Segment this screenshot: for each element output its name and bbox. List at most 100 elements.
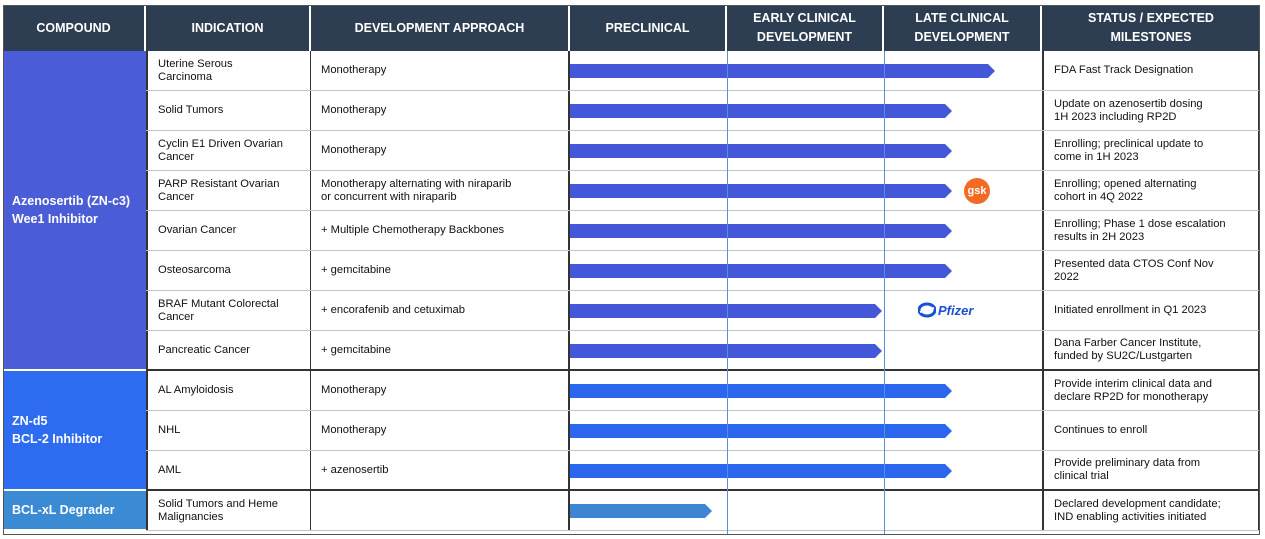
progress-bar: [570, 104, 954, 118]
progress-arrow: [570, 424, 952, 438]
status-cell-line2: cohort in 4Q 2022: [1054, 190, 1143, 203]
approach-cell-line1: + Multiple Chemotherapy Backbones: [321, 224, 505, 236]
header-early-line1: EARLY CLINICAL: [753, 11, 856, 25]
compound-name-line1: ZN-d5: [12, 414, 48, 428]
status-cell-line2: IND enabling activities initiated: [1054, 510, 1207, 523]
header-status-line2: MILESTONES: [1110, 30, 1192, 44]
progress-bar: [570, 64, 997, 78]
compound-name-line2: BCL-2 Inhibitor: [12, 432, 103, 446]
pfizer-wordmark: Pfizer: [938, 302, 974, 318]
indication-cell: Osteosarcoma: [146, 251, 311, 290]
header-approach: DEVELOPMENT APPROACH: [311, 5, 570, 51]
indication-cell: Solid Tumors and Heme Malignancies: [146, 491, 311, 530]
approach-cell: + gemcitabine: [311, 331, 570, 369]
progress-arrow: [570, 264, 952, 278]
header-late-line1: LATE CLINICAL: [915, 11, 1009, 25]
compound-name-line2: Wee1 Inhibitor: [12, 212, 98, 226]
approach-cell: Monotherapy: [311, 51, 570, 90]
approach-cell-line1: Monotherapy alternating with niraparib: [321, 177, 512, 190]
status-cell-line1: Enrolling; preclinical update to: [1054, 137, 1204, 150]
indication-cell: Cyclin E1 Driven Ovarian Cancer: [146, 131, 311, 170]
approach-cell: + encorafenib and cetuximab: [311, 291, 570, 330]
status-cell-line1: Presented data CTOS Conf Nov: [1054, 257, 1214, 270]
indication-cell-line1: PARP Resistant Ovarian: [158, 177, 280, 190]
status-cell: Declared development candidate; IND enabl…: [1042, 491, 1260, 530]
compound-name: Azenosertib (ZN-c3) Wee1 Inhibitor: [12, 192, 130, 228]
table-row: AL Amyloidosis Monotherapy Provide interim…: [146, 371, 1260, 411]
progress-arrow: [570, 344, 882, 358]
progress-bar: [570, 144, 954, 158]
approach-cell: [311, 491, 570, 530]
indication-cell-line1: BRAF Mutant Colorectal: [158, 297, 279, 310]
indication-cell-line1: AML: [158, 463, 182, 476]
phase-divider-early: [727, 51, 728, 535]
progress-bar: [570, 384, 954, 398]
indication-cell-line1: NHL: [158, 424, 181, 436]
header-preclinical: PRECLINICAL: [570, 5, 727, 51]
compound-cell: Azenosertib (ZN-c3) Wee1 Inhibitor: [3, 51, 146, 371]
header-status-line1: STATUS / EXPECTED: [1088, 11, 1214, 25]
indication-cell: AL Amyloidosis: [146, 371, 311, 410]
table-row: Osteosarcoma + gemcitabine Presented data …: [146, 251, 1260, 291]
header-early-clinical: EARLY CLINICAL DEVELOPMENT: [727, 5, 884, 51]
indication-cell-line1: Osteosarcoma: [158, 264, 231, 276]
pfizer-logo: Pfizer: [918, 302, 973, 318]
indication-cell: Pancreatic Cancer: [146, 331, 311, 369]
approach-cell-line1: + gemcitabine: [321, 343, 391, 356]
approach-cell-line1: + encorafenib and cetuximab: [321, 304, 465, 316]
approach-cell-line1: Monotherapy: [321, 64, 387, 76]
table-row: Cyclin E1 Driven Ovarian Cancer Monotherap…: [146, 131, 1260, 171]
indication-cell-line2: Cancer: [158, 150, 195, 163]
status-cell-line2: come in 1H 2023: [1054, 150, 1139, 163]
header-approach-label: DEVELOPMENT APPROACH: [354, 20, 525, 35]
approach-cell-line1: Monotherapy: [321, 104, 387, 116]
approach-cell-line1: Monotherapy: [321, 424, 387, 436]
indication-cell: PARP Resistant Ovarian Cancer: [146, 171, 311, 210]
approach-cell: + gemcitabine: [311, 251, 570, 290]
compound-name-line1: BCL-xL Degrader: [12, 503, 115, 517]
status-cell-line1: Dana Farber Cancer Institute,: [1054, 337, 1202, 349]
progress-arrow: [570, 64, 995, 78]
status-cell: Provide preliminary data from clinical tr…: [1042, 451, 1260, 489]
header-early-line2: DEVELOPMENT: [756, 30, 853, 44]
status-cell: Dana Farber Cancer Institute, funded by S…: [1042, 331, 1260, 369]
approach-cell: Monotherapy: [311, 371, 570, 410]
status-cell-line1: FDA Fast Track Designation: [1054, 64, 1194, 76]
table-row: Uterine Serous Carcinoma Monotherapy FDA Fa…: [146, 51, 1260, 91]
status-cell: Continues to enroll: [1042, 411, 1260, 450]
approach-cell-line2: or concurrent with niraparib: [321, 190, 457, 203]
pipeline-table: COMPOUND INDICATION DEVELOPMENT APPROACH…: [3, 5, 1260, 535]
status-cell-line2: clinical trial: [1054, 470, 1109, 482]
progress-arrow: [570, 504, 712, 518]
header-late-clinical: LATE CLINICAL DEVELOPMENT: [884, 5, 1042, 51]
progress-bar: [570, 304, 884, 318]
progress-arrow: [570, 304, 882, 318]
progress-bar: [570, 224, 954, 238]
approach-cell: Monotherapy: [311, 131, 570, 170]
indication-cell-line1: Solid Tumors and Heme: [158, 497, 279, 510]
compound-name-line1: Azenosertib (ZN-c3): [12, 194, 131, 208]
approach-cell-line1: + azenosertib: [321, 463, 389, 476]
progress-arrow: [570, 384, 952, 398]
approach-cell-line1: Monotherapy: [321, 384, 387, 396]
indication-cell: AML: [146, 451, 311, 489]
status-cell-line1: Enrolling; Phase 1 dose escalation: [1054, 217, 1226, 230]
gsk-logo: gsk: [964, 178, 990, 204]
header-status: STATUS / EXPECTED MILESTONES: [1042, 5, 1260, 51]
status-cell-line2: declare RP2D for monotherapy: [1054, 390, 1209, 403]
status-cell-line2: funded by SU2C/Lustgarten: [1054, 350, 1193, 362]
progress-arrow: [570, 144, 952, 158]
header-compound-label: COMPOUND: [36, 20, 111, 35]
compound-cell: ZN-d5 BCL-2 Inhibitor: [3, 371, 146, 491]
approach-cell: + Multiple Chemotherapy Backbones: [311, 211, 570, 250]
indication-cell: Uterine Serous Carcinoma: [146, 51, 311, 90]
pfizer-pill-icon: [918, 302, 936, 318]
status-cell-line2: 1H 2023 including RP2D: [1054, 110, 1177, 123]
header-compound: COMPOUND: [3, 5, 146, 51]
status-cell-line2: 2022: [1054, 270, 1079, 283]
indication-cell: Ovarian Cancer: [146, 211, 311, 250]
indication-cell-line1: Uterine Serous: [158, 57, 233, 70]
progress-arrow: [570, 184, 952, 198]
approach-cell-line1: + gemcitabine: [321, 264, 391, 276]
status-cell-line1: Continues to enroll: [1054, 424, 1148, 436]
